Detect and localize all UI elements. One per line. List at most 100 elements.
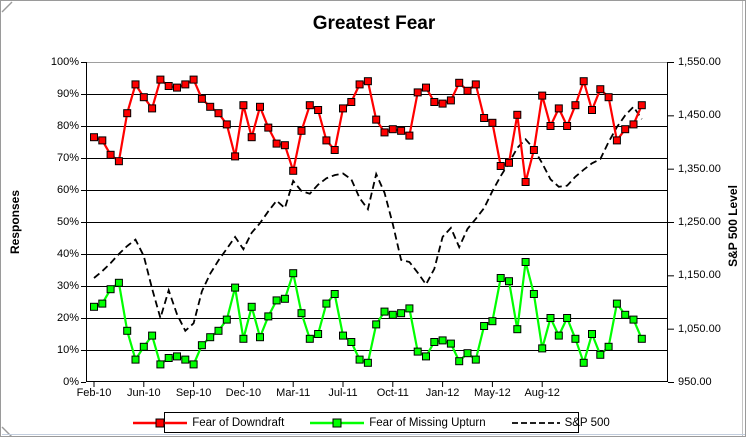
downdraft-marker [372,115,381,124]
missing-upturn-marker [131,355,140,364]
missing-upturn-marker [405,304,414,313]
missing-upturn-marker [139,342,148,351]
missing-upturn-marker [521,258,530,266]
left-tick-label: 10% [56,344,79,356]
missing-upturn-marker [314,330,323,338]
missing-upturn-marker [438,336,447,345]
missing-upturn-marker [247,302,256,311]
missing-upturn-marker [372,320,381,329]
left-tick-label: 60% [56,184,79,196]
xcat-tick-label: Sep-10 [175,387,212,399]
downdraft-marker [156,75,165,84]
missing-upturn-marker [197,341,206,350]
missing-upturn-marker [538,344,547,353]
downdraft-marker [529,146,538,154]
plot-area [81,62,674,387]
legend-item-fear-of-downdraft: Fear of Downdraft [133,417,284,429]
legend-item-sp500: S&P 500 [511,416,610,429]
xcat-tick-label: Jul-11 [328,387,358,399]
downdraft-marker [131,80,140,89]
right-tick-label: 950.00 [678,376,712,388]
missing-upturn-marker [222,315,231,324]
downdraft-marker [480,114,489,122]
missing-upturn-marker [206,333,215,342]
downdraft-marker [272,139,281,148]
downdraft-marker [297,126,306,135]
downdraft-marker [197,94,206,103]
missing-upturn-marker [239,334,248,343]
red-line-square-marker-icon [133,418,188,427]
missing-upturn-marker [164,354,173,362]
missing-upturn-marker [529,290,538,298]
missing-upturn-marker [388,310,397,319]
missing-upturn-marker [422,352,430,361]
window-edge-right [742,1,743,436]
legend-label: Fear of Downdraft [192,416,285,429]
missing-upturn-marker [571,334,580,343]
missing-upturn-marker [181,355,190,364]
downdraft-marker [114,157,123,166]
downdraft-marker [106,150,115,159]
downdraft-marker [98,136,107,145]
missing-upturn-marker [156,360,165,369]
downdraft-marker [521,178,530,186]
right-tick-label: 1,050.00 [678,322,721,335]
left-tick-label: 20% [56,312,79,324]
downdraft-marker [380,128,389,137]
downdraft-marker [513,110,522,119]
downdraft-marker [339,104,347,113]
missing-upturn-marker [280,294,289,303]
downdraft-marker [231,152,240,161]
downdraft-marker [637,101,646,110]
missing-upturn-marker [289,269,298,278]
missing-upturn-marker [114,278,123,287]
right-tick-label: 1,450.00 [678,109,721,122]
downdraft-marker [280,141,289,150]
missing-upturn-marker [629,315,638,324]
downdraft-marker [90,133,98,142]
page-fold-top-left-icon [1,1,14,14]
xcat-tick-label: Feb-10 [76,387,112,399]
downdraft-marker [363,77,372,86]
downdraft-marker [488,118,497,127]
downdraft-marker [471,80,480,89]
missing-upturn-marker [455,357,464,366]
downdraft-marker [579,77,588,86]
missing-upturn-marker [339,331,347,340]
downdraft-marker [123,109,132,118]
downdraft-marker [256,102,264,111]
xcat-tick-label: Jan-12 [425,387,460,399]
missing-upturn-marker [513,325,522,334]
missing-upturn-marker [322,299,331,308]
downdraft-marker [289,166,298,175]
missing-upturn-marker [471,355,480,364]
xcat-tick-label: May-12 [474,387,511,399]
downdraft-marker [222,120,231,129]
missing-upturn-marker [604,342,613,351]
downdraft-marker [206,102,215,111]
downdraft-marker [164,82,173,90]
downdraft-marker [388,125,397,134]
downdraft-marker [621,125,630,134]
downdraft-marker [588,106,596,114]
downdraft-marker [455,78,464,87]
legend-label: S&P 500 [564,416,610,429]
downdraft-marker [596,85,605,94]
downdraft-marker [446,96,455,105]
downdraft-marker [264,123,273,132]
downdraft-marker [422,83,430,92]
right-tick-label: 1,150.00 [678,269,721,282]
left-tick-label: 40% [56,248,79,260]
downdraft-marker [173,83,181,92]
green-line-square-marker-icon [310,418,365,427]
downdraft-marker [538,91,547,100]
missing-upturn-marker [214,326,223,335]
black-dashed-line-icon [511,421,560,424]
missing-upturn-marker [98,299,107,308]
downdraft-marker [322,136,331,145]
left-tick-label: 70% [56,152,79,164]
left-tick-label: 30% [56,280,79,292]
missing-upturn-marker [637,334,646,343]
downdraft-marker [314,106,323,114]
